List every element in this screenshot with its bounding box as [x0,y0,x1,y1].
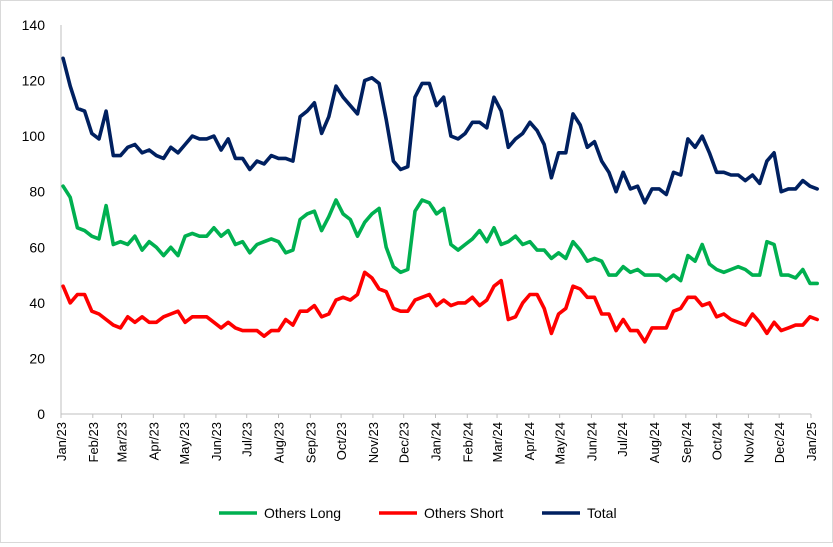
x-tick-label: May/23 [177,422,192,465]
x-tick-label: May/24 [553,422,568,465]
x-tick-label: Jul/23 [240,422,255,457]
x-tick-label: Dec/24 [772,422,787,463]
series-lines [61,56,820,344]
x-tick-label: Feb/24 [460,422,475,462]
x-tick-label: Aug/23 [272,422,287,463]
y-tick-label: 80 [29,184,45,200]
x-tick-label: Jun/23 [209,422,224,461]
y-tick-label: 40 [29,295,45,311]
x-tick-label: Mar/24 [490,422,505,462]
x-tick-label: Jan/25 [804,422,819,461]
y-tick-label: 140 [22,17,46,33]
x-tick-label: Apr/24 [522,422,537,460]
y-tick-label: 0 [37,406,45,422]
series-line-others-long [61,184,820,286]
x-tick-label: Mar/23 [115,422,130,462]
x-tick-label: Jan/24 [428,422,443,461]
y-tick-label: 120 [22,73,46,89]
chart-axes: 0 20 40 60 80 100 120 140 Jan/23 Feb/23 Mar/23 Apr/… [22,17,819,465]
y-tick-label: 20 [29,350,45,366]
y-tick-label: 60 [29,239,45,255]
x-tick-label: Dec/23 [397,422,412,463]
x-tick-label: Feb/23 [86,422,101,462]
x-tick-label: Jul/24 [615,422,630,457]
x-tick-label: Jun/24 [584,422,599,461]
x-tick-label: Nov/23 [366,422,381,463]
series-line-others-short [61,270,820,344]
x-tick-label: Nov/24 [741,422,756,463]
legend-label-others-short: Others Short [424,505,503,521]
series-line-total [61,56,820,205]
x-tick-label: Sep/23 [303,422,318,463]
y-tick-label: 100 [22,128,46,144]
x-tick-label: Apr/23 [146,422,161,460]
x-tick-label: Sep/24 [679,422,694,463]
x-tick-label: Jan/23 [54,422,69,461]
chart-legend: Others Long Others Short Total [219,505,617,521]
x-tick-label: Oct/23 [334,422,349,460]
legend-label-others-long: Others Long [264,505,341,521]
x-tick-label: Aug/24 [647,422,662,463]
x-tick-label: Oct/24 [710,422,725,460]
legend-label-total: Total [587,505,617,521]
